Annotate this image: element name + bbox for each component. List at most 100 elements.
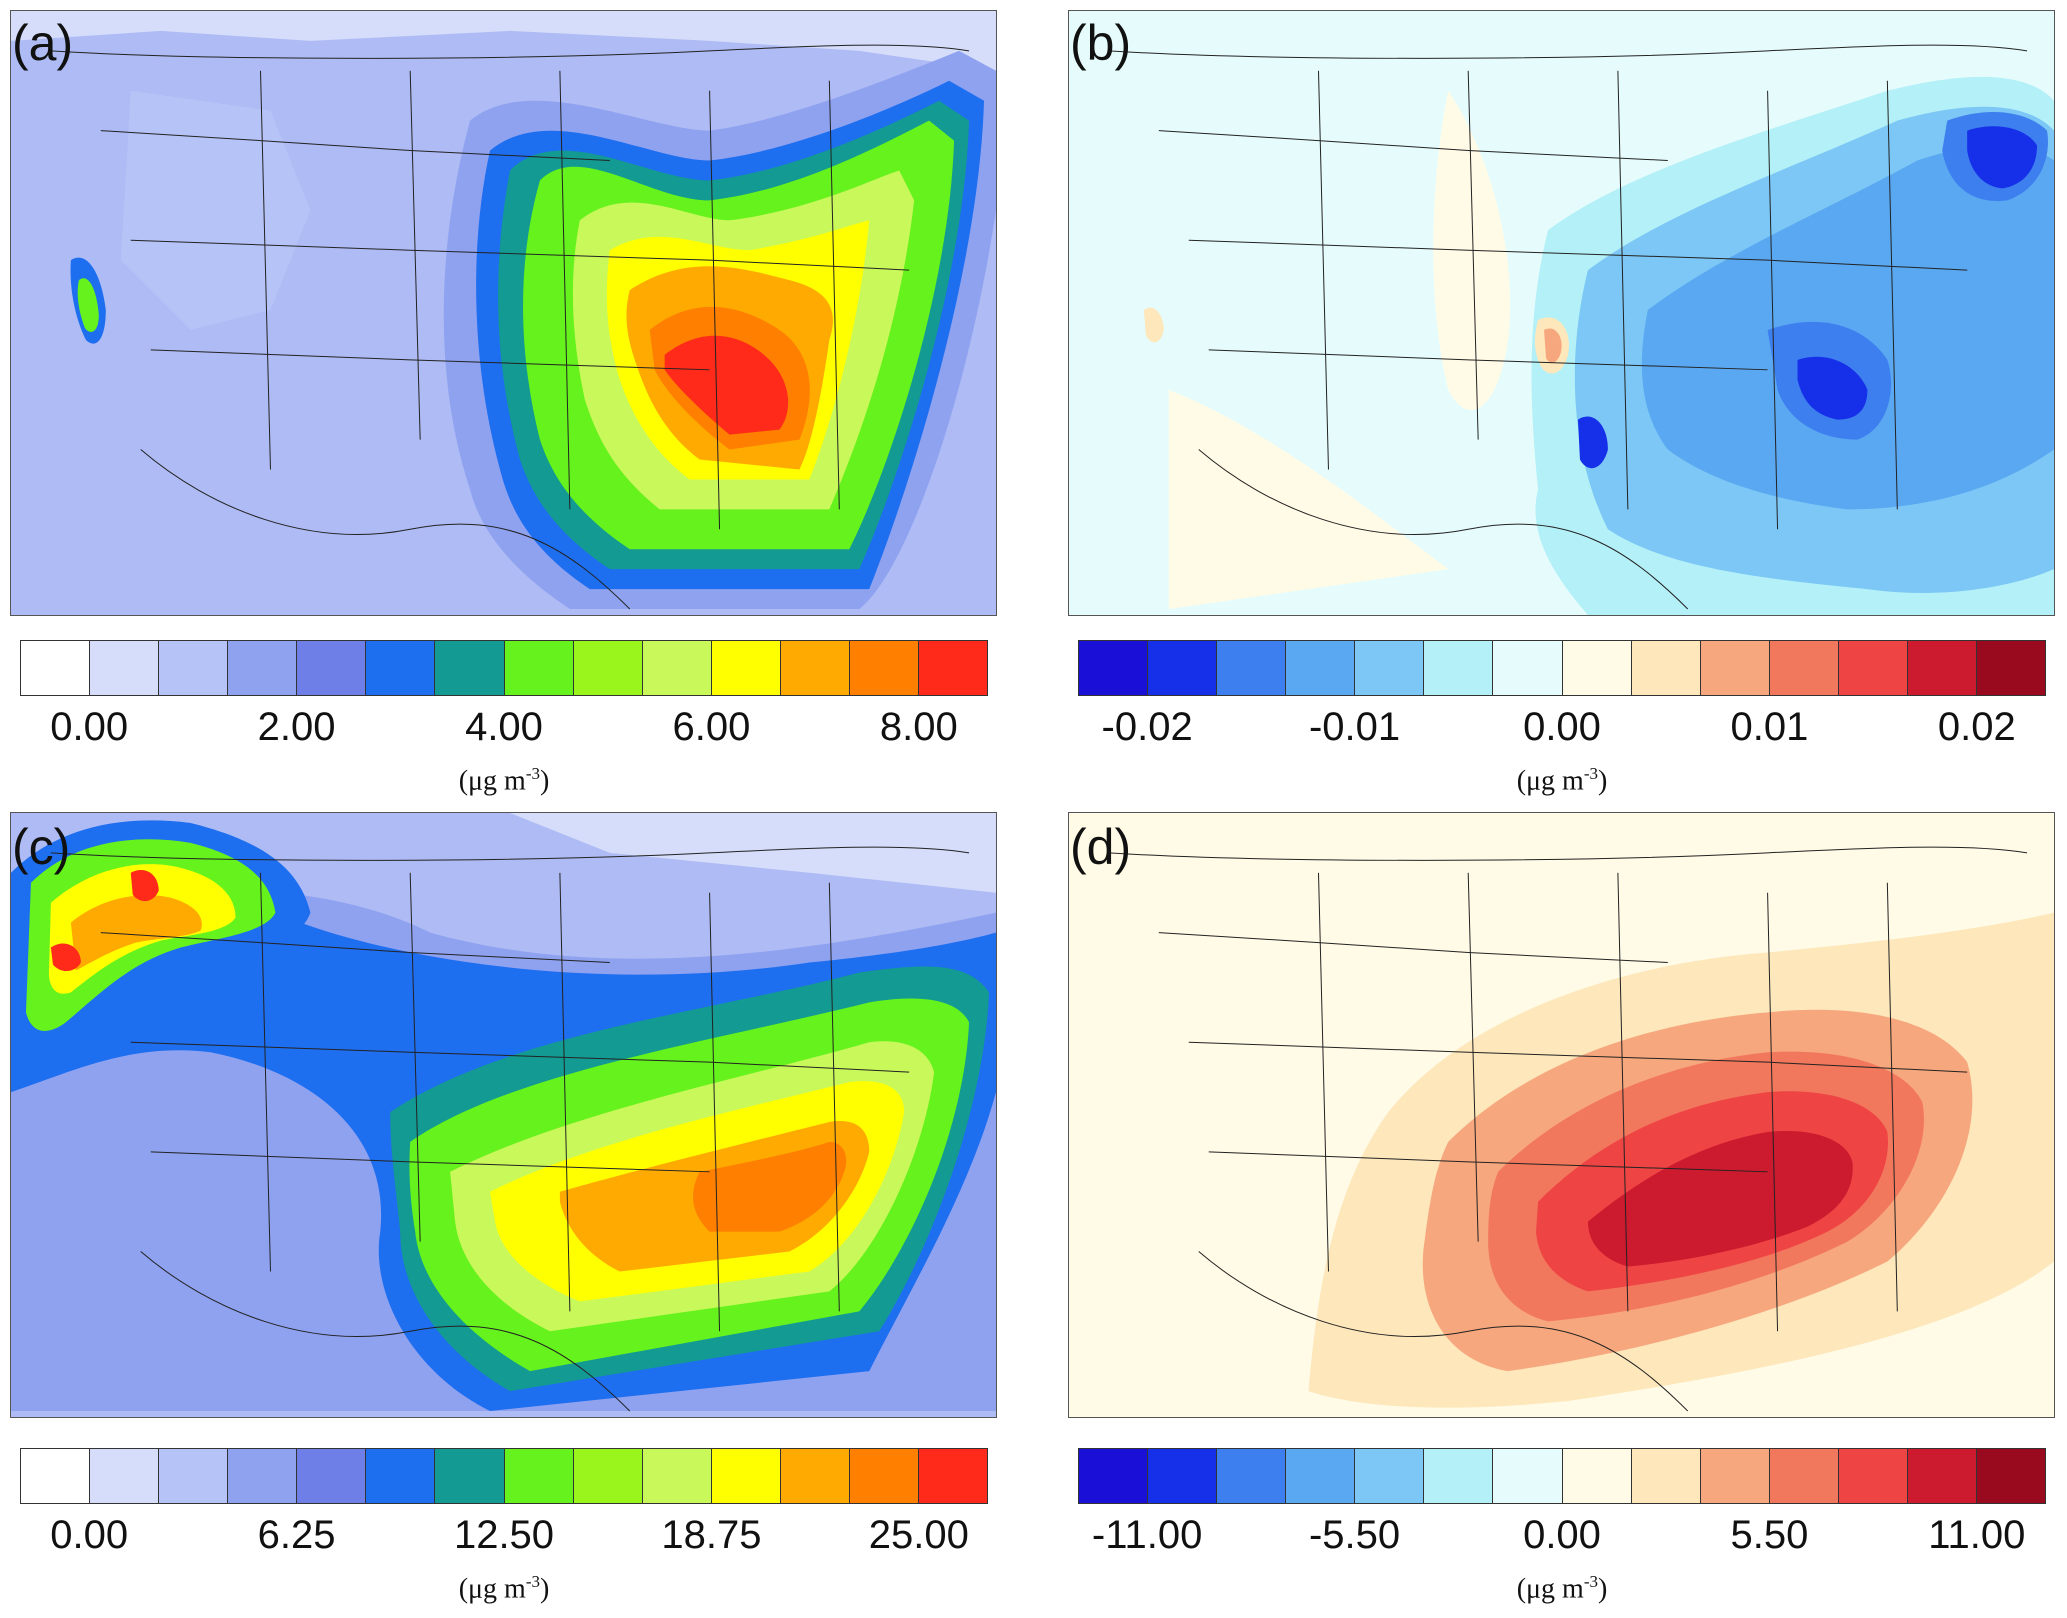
panel-label-a: (a) bbox=[12, 15, 74, 71]
tick-label: 4.00 bbox=[465, 705, 543, 749]
colorbar-swatch bbox=[1838, 641, 1908, 695]
tick-label: -11.00 bbox=[1091, 1513, 1203, 1557]
colorbar-swatch bbox=[435, 641, 505, 695]
colorbar-ticks-a: 0.00 2.00 4.00 6.00 8.00 bbox=[20, 705, 988, 751]
colorbar-swatch bbox=[1493, 1449, 1563, 1503]
colorbar-swatch bbox=[1562, 1449, 1632, 1503]
map-d bbox=[1068, 812, 2055, 1418]
map-c bbox=[10, 812, 997, 1418]
state-borders-d bbox=[1108, 846, 2028, 1412]
colorbar-swatch bbox=[1562, 641, 1632, 695]
colorbar-swatch bbox=[1079, 641, 1149, 695]
tick-label: 0.02 bbox=[1937, 705, 2016, 749]
state-borders-a bbox=[50, 44, 970, 610]
colorbar-swatch bbox=[849, 1449, 920, 1503]
colorbar-swatch bbox=[297, 641, 367, 695]
tick-label: -0.01 bbox=[1308, 705, 1401, 749]
colorbar-swatch bbox=[1631, 641, 1701, 695]
colorbar-swatch bbox=[1217, 1449, 1287, 1503]
colorbar-swatch bbox=[228, 641, 298, 695]
colorbar-swatch bbox=[1631, 1449, 1701, 1503]
colorbar-swatch bbox=[90, 1449, 160, 1503]
colorbar-swatch bbox=[504, 1449, 574, 1503]
colorbar-swatch bbox=[435, 1449, 505, 1503]
colorbar-swatch bbox=[573, 641, 643, 695]
tick-label: 2.00 bbox=[257, 705, 336, 749]
colorbar-swatch bbox=[780, 641, 850, 695]
map-a bbox=[10, 10, 997, 616]
colorbar-c bbox=[20, 1448, 988, 1504]
colorbar-swatch bbox=[711, 641, 781, 695]
tick-label: 6.25 bbox=[257, 1513, 336, 1557]
colorbar-swatch bbox=[21, 1449, 91, 1503]
concentration-field-c bbox=[11, 813, 996, 1417]
unit-label-d: (μg m-3) bbox=[1516, 1572, 1608, 1605]
colorbar-swatch bbox=[90, 641, 160, 695]
colorbar-swatch bbox=[1700, 1449, 1770, 1503]
tick-label: 6.00 bbox=[672, 705, 751, 749]
difference-field-d bbox=[1069, 813, 2054, 1417]
tick-label: 0.00 bbox=[1523, 1513, 1601, 1557]
tick-label: 25.00 bbox=[868, 1513, 969, 1557]
colorbar-swatch bbox=[711, 1449, 781, 1503]
colorbar-swatch bbox=[1148, 1449, 1218, 1503]
panel-label-b: (b) bbox=[1070, 15, 1132, 71]
unit-label-c: (μg m-3) bbox=[458, 1572, 550, 1605]
tick-label: 0.00 bbox=[50, 1513, 129, 1557]
tick-label: 8.00 bbox=[879, 705, 958, 749]
colorbar-swatch bbox=[1769, 1449, 1839, 1503]
colorbar-d bbox=[1078, 1448, 2046, 1504]
colorbar-swatch bbox=[366, 641, 436, 695]
colorbar-swatch bbox=[642, 641, 712, 695]
colorbar-swatch bbox=[1079, 1449, 1149, 1503]
colorbar-swatch bbox=[1769, 641, 1839, 695]
colorbar-swatch bbox=[919, 1449, 988, 1503]
colorbar-swatch bbox=[504, 641, 574, 695]
colorbar-ticks-b: -0.02 -0.01 0.00 0.01 0.02 bbox=[1078, 705, 2046, 751]
tick-label: -0.02 bbox=[1101, 705, 1193, 749]
colorbar-swatch bbox=[1424, 641, 1494, 695]
colorbar-swatch bbox=[21, 641, 91, 695]
concentration-field-a bbox=[11, 11, 996, 615]
tick-label: 11.00 bbox=[1928, 1513, 2026, 1557]
colorbar-swatch bbox=[159, 1449, 229, 1503]
tick-label: -5.50 bbox=[1308, 1513, 1401, 1557]
tick-label: 5.50 bbox=[1730, 1513, 1809, 1557]
colorbar-swatch bbox=[1907, 1449, 1978, 1503]
tick-label: 0.00 bbox=[1523, 705, 1601, 749]
colorbar-swatch bbox=[366, 1449, 436, 1503]
unit-label-b: (μg m-3) bbox=[1516, 764, 1608, 797]
panel-label-c: (c) bbox=[12, 819, 71, 875]
colorbar-swatch bbox=[573, 1449, 643, 1503]
colorbar-swatch bbox=[1838, 1449, 1908, 1503]
colorbar-swatch bbox=[1700, 641, 1770, 695]
colorbar-swatch bbox=[1907, 641, 1978, 695]
colorbar-swatch bbox=[1424, 1449, 1494, 1503]
colorbar-swatch bbox=[1217, 641, 1287, 695]
colorbar-swatch bbox=[1355, 1449, 1425, 1503]
colorbar-swatch bbox=[1355, 641, 1425, 695]
state-borders-c bbox=[50, 846, 970, 1412]
tick-label: 0.01 bbox=[1730, 705, 1809, 749]
colorbar-swatch bbox=[780, 1449, 850, 1503]
tick-label: 18.75 bbox=[661, 1513, 762, 1557]
colorbar-swatch bbox=[228, 1449, 298, 1503]
colorbar-b bbox=[1078, 640, 2046, 696]
map-b bbox=[1068, 10, 2055, 616]
colorbar-swatch bbox=[849, 641, 920, 695]
colorbar-swatch bbox=[297, 1449, 367, 1503]
colorbar-swatch bbox=[1493, 641, 1563, 695]
colorbar-swatch bbox=[1977, 641, 2046, 695]
colorbar-swatch bbox=[642, 1449, 712, 1503]
colorbar-swatch bbox=[1286, 641, 1356, 695]
colorbar-swatch bbox=[1286, 1449, 1356, 1503]
tick-label: 12.50 bbox=[453, 1513, 555, 1557]
colorbar-swatch bbox=[159, 641, 229, 695]
colorbar-swatch bbox=[919, 641, 988, 695]
colorbar-ticks-c: 0.00 6.25 12.50 18.75 25.00 bbox=[20, 1513, 988, 1559]
colorbar-swatch bbox=[1148, 641, 1218, 695]
unit-label-a: (μg m-3) bbox=[458, 764, 550, 797]
panel-label-d: (d) bbox=[1070, 819, 1132, 875]
colorbar-ticks-d: -11.00 -5.50 0.00 5.50 11.00 bbox=[1078, 1513, 2046, 1559]
difference-field-b bbox=[1069, 11, 2054, 615]
